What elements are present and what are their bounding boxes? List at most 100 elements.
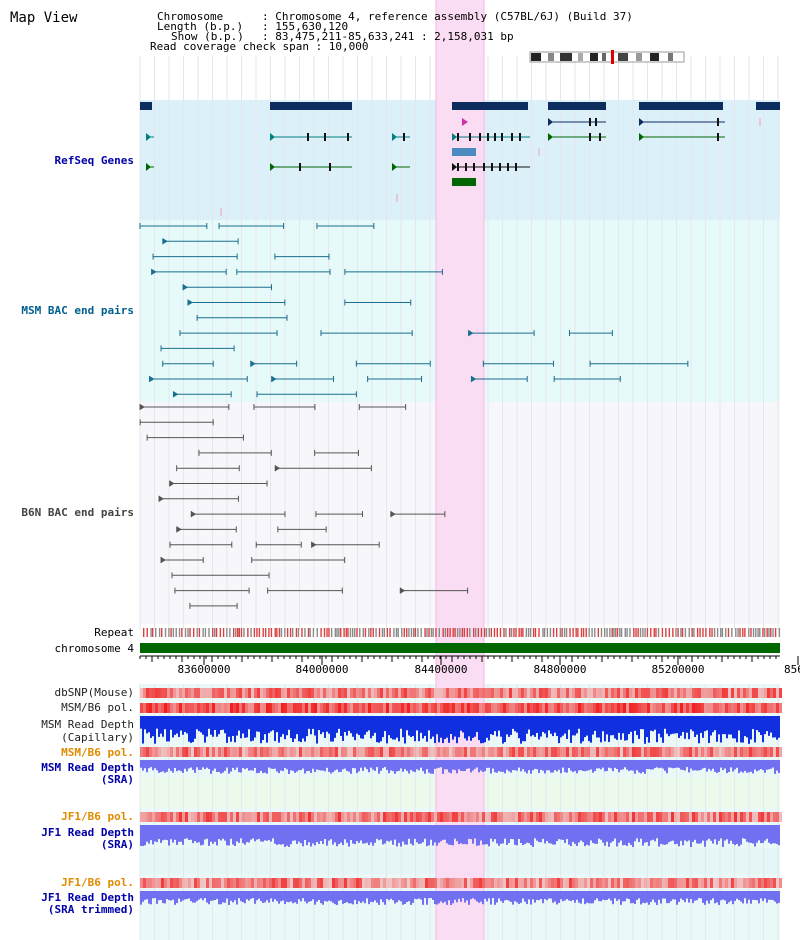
- heat-cell: [524, 878, 527, 888]
- depth-bar: [734, 825, 736, 846]
- heat-cell: [218, 703, 221, 713]
- heat-cell: [482, 688, 485, 698]
- depth-bar: [632, 716, 634, 744]
- depth-bar: [686, 825, 688, 842]
- track-label-b6n-bac[interactable]: B6N BAC end pairs: [21, 506, 134, 519]
- depth-bar: [610, 891, 612, 901]
- info-chromosome-value: : Chromosome 4, reference assembly (C57B…: [262, 10, 633, 23]
- track-label-jf1-depth-trim: JF1 Read Depth: [41, 891, 134, 904]
- depth-bar: [658, 760, 660, 769]
- heat-cell: [689, 703, 692, 713]
- depth-bar: [152, 716, 154, 737]
- heat-cell: [734, 812, 737, 822]
- depth-bar: [640, 891, 642, 905]
- depth-bar: [170, 716, 172, 730]
- depth-bar: [252, 825, 254, 839]
- depth-bar: [666, 760, 668, 774]
- repeat-element: [408, 628, 410, 637]
- heat-cell: [278, 812, 281, 822]
- repeat-element: [716, 628, 719, 637]
- depth-bar: [422, 760, 424, 772]
- repeat-element: [446, 628, 449, 637]
- heat-cell: [473, 812, 476, 822]
- repeat-element: [351, 628, 354, 637]
- repeat-element: [520, 628, 522, 637]
- depth-bar: [442, 716, 444, 744]
- depth-bar: [614, 825, 616, 839]
- depth-bar: [618, 760, 620, 773]
- heat-cell: [293, 703, 296, 713]
- heat-cell: [266, 878, 269, 888]
- depth-bar: [180, 760, 182, 772]
- heat-cell: [404, 878, 407, 888]
- track-label-refseq[interactable]: RefSeq Genes: [54, 154, 134, 167]
- depth-bar: [454, 825, 456, 839]
- heat-cell: [593, 812, 596, 822]
- repeat-element: [247, 628, 249, 637]
- heat-cell: [764, 747, 767, 757]
- heat-cell: [338, 812, 341, 822]
- heat-cell: [350, 878, 353, 888]
- heat-cell: [299, 812, 302, 822]
- depth-bar: [726, 716, 728, 739]
- depth-bar: [524, 891, 526, 902]
- depth-bar: [324, 760, 326, 772]
- gene-block: [452, 102, 528, 110]
- strand-arrow: [146, 163, 151, 171]
- depth-bar: [182, 825, 184, 845]
- heat-cell: [530, 703, 533, 713]
- heat-cell: [338, 703, 341, 713]
- heat-cell: [497, 878, 500, 888]
- depth-bar: [188, 716, 190, 742]
- heat-cell: [197, 812, 200, 822]
- heat-cell: [140, 812, 143, 822]
- depth-bar: [406, 760, 408, 771]
- depth-bar: [362, 825, 364, 844]
- depth-bar: [178, 891, 180, 899]
- depth-bar: [476, 825, 478, 846]
- depth-bar: [360, 891, 362, 903]
- heat-cell: [320, 878, 323, 888]
- heat-cell: [263, 747, 266, 757]
- heat-cell: [662, 703, 665, 713]
- depth-bar: [224, 891, 226, 903]
- depth-bar: [224, 825, 226, 841]
- track-label-msm-bac[interactable]: MSM BAC end pairs: [21, 304, 134, 317]
- depth-bar: [740, 716, 742, 743]
- heat-cell: [173, 688, 176, 698]
- heat-cell: [239, 878, 242, 888]
- heat-cell: [776, 688, 779, 698]
- depth-bar: [398, 716, 400, 742]
- depth-bar: [530, 716, 532, 737]
- strand-arrow: [392, 163, 397, 171]
- depth-bar: [420, 760, 422, 768]
- depth-bar: [184, 760, 186, 769]
- heat-cell: [269, 703, 272, 713]
- depth-bar: [360, 825, 362, 841]
- heat-cell: [170, 747, 173, 757]
- depth-bar: [292, 760, 294, 771]
- heat-cell: [374, 703, 377, 713]
- heat-cell: [254, 703, 257, 713]
- heat-cell: [779, 812, 782, 822]
- depth-bar: [390, 891, 392, 899]
- repeat-element: [150, 628, 152, 637]
- heat-cell: [230, 878, 233, 888]
- heat-cell: [443, 878, 446, 888]
- depth-bar: [560, 825, 562, 840]
- depth-bar: [234, 891, 236, 901]
- heat-cell: [758, 747, 761, 757]
- heat-cell: [227, 747, 230, 757]
- heat-cell: [413, 747, 416, 757]
- heat-cell: [644, 878, 647, 888]
- depth-bar: [762, 891, 764, 902]
- strand-arrow: [270, 163, 275, 171]
- info-coverage: Read coverage check span : 10,000: [150, 40, 369, 53]
- depth-bar: [728, 716, 730, 735]
- heat-cell: [494, 688, 497, 698]
- depth-bar: [152, 760, 154, 771]
- heat-cell: [371, 812, 374, 822]
- repeat-element: [580, 628, 583, 637]
